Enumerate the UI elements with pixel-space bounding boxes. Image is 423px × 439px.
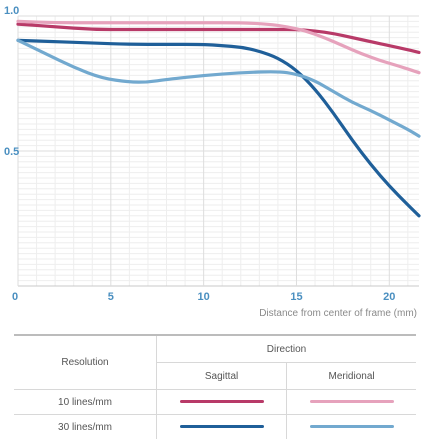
meridional-column-header: Meridional: [287, 363, 416, 390]
legend-row-30lpmm: 30 lines/mm: [14, 415, 416, 439]
legend-table: Resolution Direction Sagittal Meridional…: [14, 334, 416, 439]
x-tick-label: 15: [290, 291, 302, 303]
legend-row-label: 10 lines/mm: [14, 390, 157, 415]
series-30linesmm-meridional-line: [18, 40, 419, 136]
legend-swatch-cell: [157, 390, 287, 415]
x-tick-label: 10: [198, 291, 210, 303]
x-tick-label: 20: [383, 291, 395, 303]
legend-swatch-cell: [287, 390, 416, 415]
sagittal-10-swatch: [180, 400, 264, 403]
legend-swatch-cell: [157, 415, 287, 439]
sagittal-column-header: Sagittal: [157, 363, 287, 390]
y-tick-label: 0.5: [4, 146, 19, 158]
legend-row-label: 30 lines/mm: [14, 415, 157, 439]
x-tick-label: 5: [108, 291, 114, 303]
series-30linesmm-sagittal-line: [18, 40, 419, 216]
x-axis-label: Distance from center of frame (mm): [259, 308, 417, 319]
x-tick-label: 0: [12, 291, 18, 303]
y-tick-label: 1.0: [4, 5, 19, 17]
legend-swatch-cell: [287, 415, 416, 439]
chart-tick-labels: 1.0 0.5 0 5 10 15 20: [4, 5, 395, 303]
sagittal-30-swatch: [180, 425, 264, 428]
meridional-10-swatch: [310, 400, 394, 403]
mtf-chart: 1.0 0.5 0 5 10 15 20 Distance from center of f…: [0, 0, 423, 330]
resolution-header: Resolution: [14, 335, 157, 390]
meridional-30-swatch: [310, 425, 394, 428]
direction-header: Direction: [157, 335, 417, 363]
legend-row-10lpmm: 10 lines/mm: [14, 390, 416, 415]
